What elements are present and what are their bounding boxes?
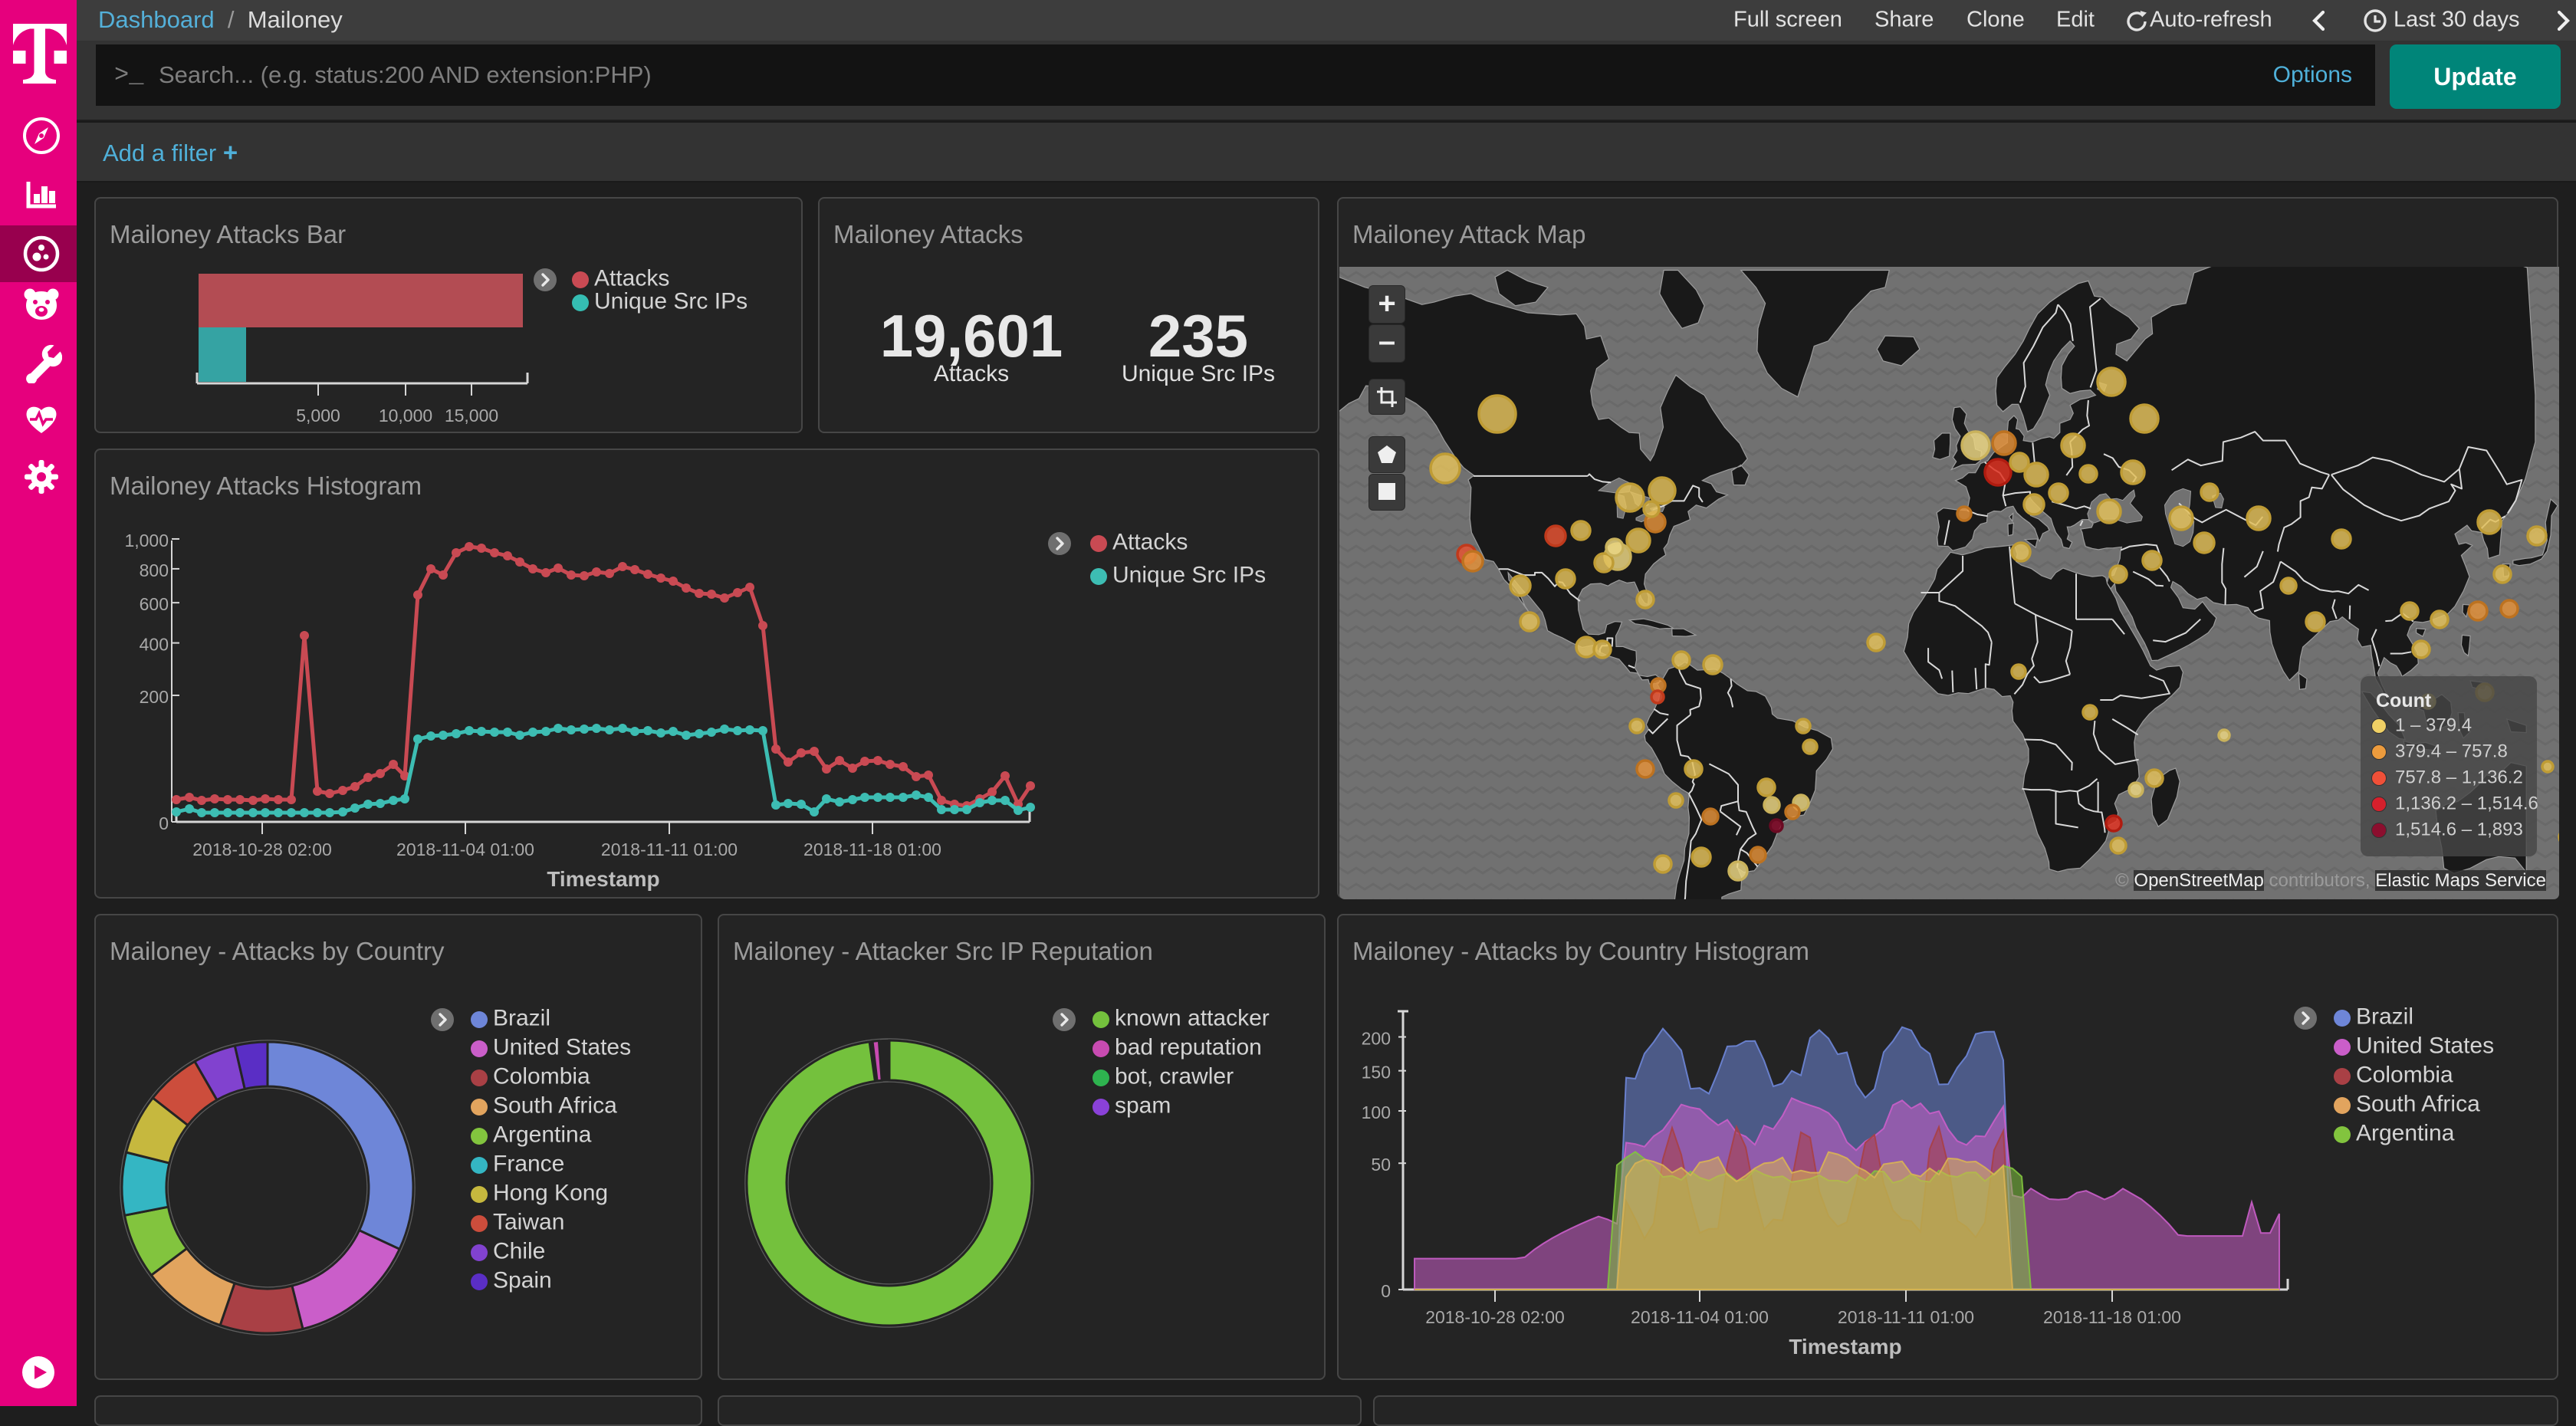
svg-text:200: 200 — [140, 687, 169, 707]
svg-text:10,000: 10,000 — [379, 406, 432, 426]
svg-text:150: 150 — [1362, 1063, 1391, 1083]
svg-text:1,000: 1,000 — [124, 531, 169, 550]
svg-text:5,000: 5,000 — [296, 406, 340, 426]
svg-text:2018-11-11 01:00: 2018-11-11 01:00 — [601, 840, 738, 859]
svg-text:2018-11-18 01:00: 2018-11-18 01:00 — [2043, 1307, 2181, 1327]
svg-text:2018-10-28 02:00: 2018-10-28 02:00 — [192, 840, 332, 859]
svg-text:50: 50 — [1371, 1155, 1391, 1175]
svg-text:2018-11-04 01:00: 2018-11-04 01:00 — [396, 840, 534, 859]
svg-text:800: 800 — [140, 560, 169, 580]
svg-text:0: 0 — [1381, 1281, 1391, 1301]
svg-text:Timestamp: Timestamp — [547, 867, 659, 891]
svg-text:600: 600 — [140, 594, 169, 614]
svg-text:2018-10-28 02:00: 2018-10-28 02:00 — [1425, 1307, 1565, 1327]
svg-text:0: 0 — [159, 813, 169, 833]
svg-text:100: 100 — [1362, 1102, 1391, 1122]
svg-text:2018-11-18 01:00: 2018-11-18 01:00 — [803, 840, 941, 859]
svg-text:2018-11-11 01:00: 2018-11-11 01:00 — [1838, 1307, 1974, 1327]
svg-text:Timestamp: Timestamp — [1789, 1335, 1901, 1359]
svg-text:400: 400 — [140, 635, 169, 655]
svg-text:15,000: 15,000 — [445, 406, 498, 426]
svg-text:2018-11-04 01:00: 2018-11-04 01:00 — [1631, 1307, 1769, 1327]
svg-text:200: 200 — [1362, 1028, 1391, 1048]
